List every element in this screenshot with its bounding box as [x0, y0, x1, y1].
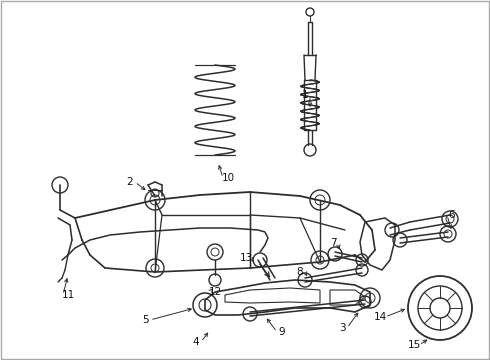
- Text: 15: 15: [407, 340, 420, 350]
- Text: 2: 2: [127, 177, 133, 187]
- Text: 14: 14: [373, 312, 387, 322]
- Text: 6: 6: [449, 210, 455, 220]
- Text: 1: 1: [302, 90, 308, 100]
- Text: 9: 9: [279, 327, 285, 337]
- Text: 8: 8: [296, 267, 303, 277]
- Text: 4: 4: [193, 337, 199, 347]
- Text: 10: 10: [221, 173, 235, 183]
- Text: 12: 12: [208, 287, 221, 297]
- Text: 3: 3: [339, 323, 345, 333]
- Text: 13: 13: [240, 253, 253, 263]
- Text: 11: 11: [61, 290, 74, 300]
- Text: 7: 7: [330, 238, 336, 248]
- Text: 5: 5: [142, 315, 148, 325]
